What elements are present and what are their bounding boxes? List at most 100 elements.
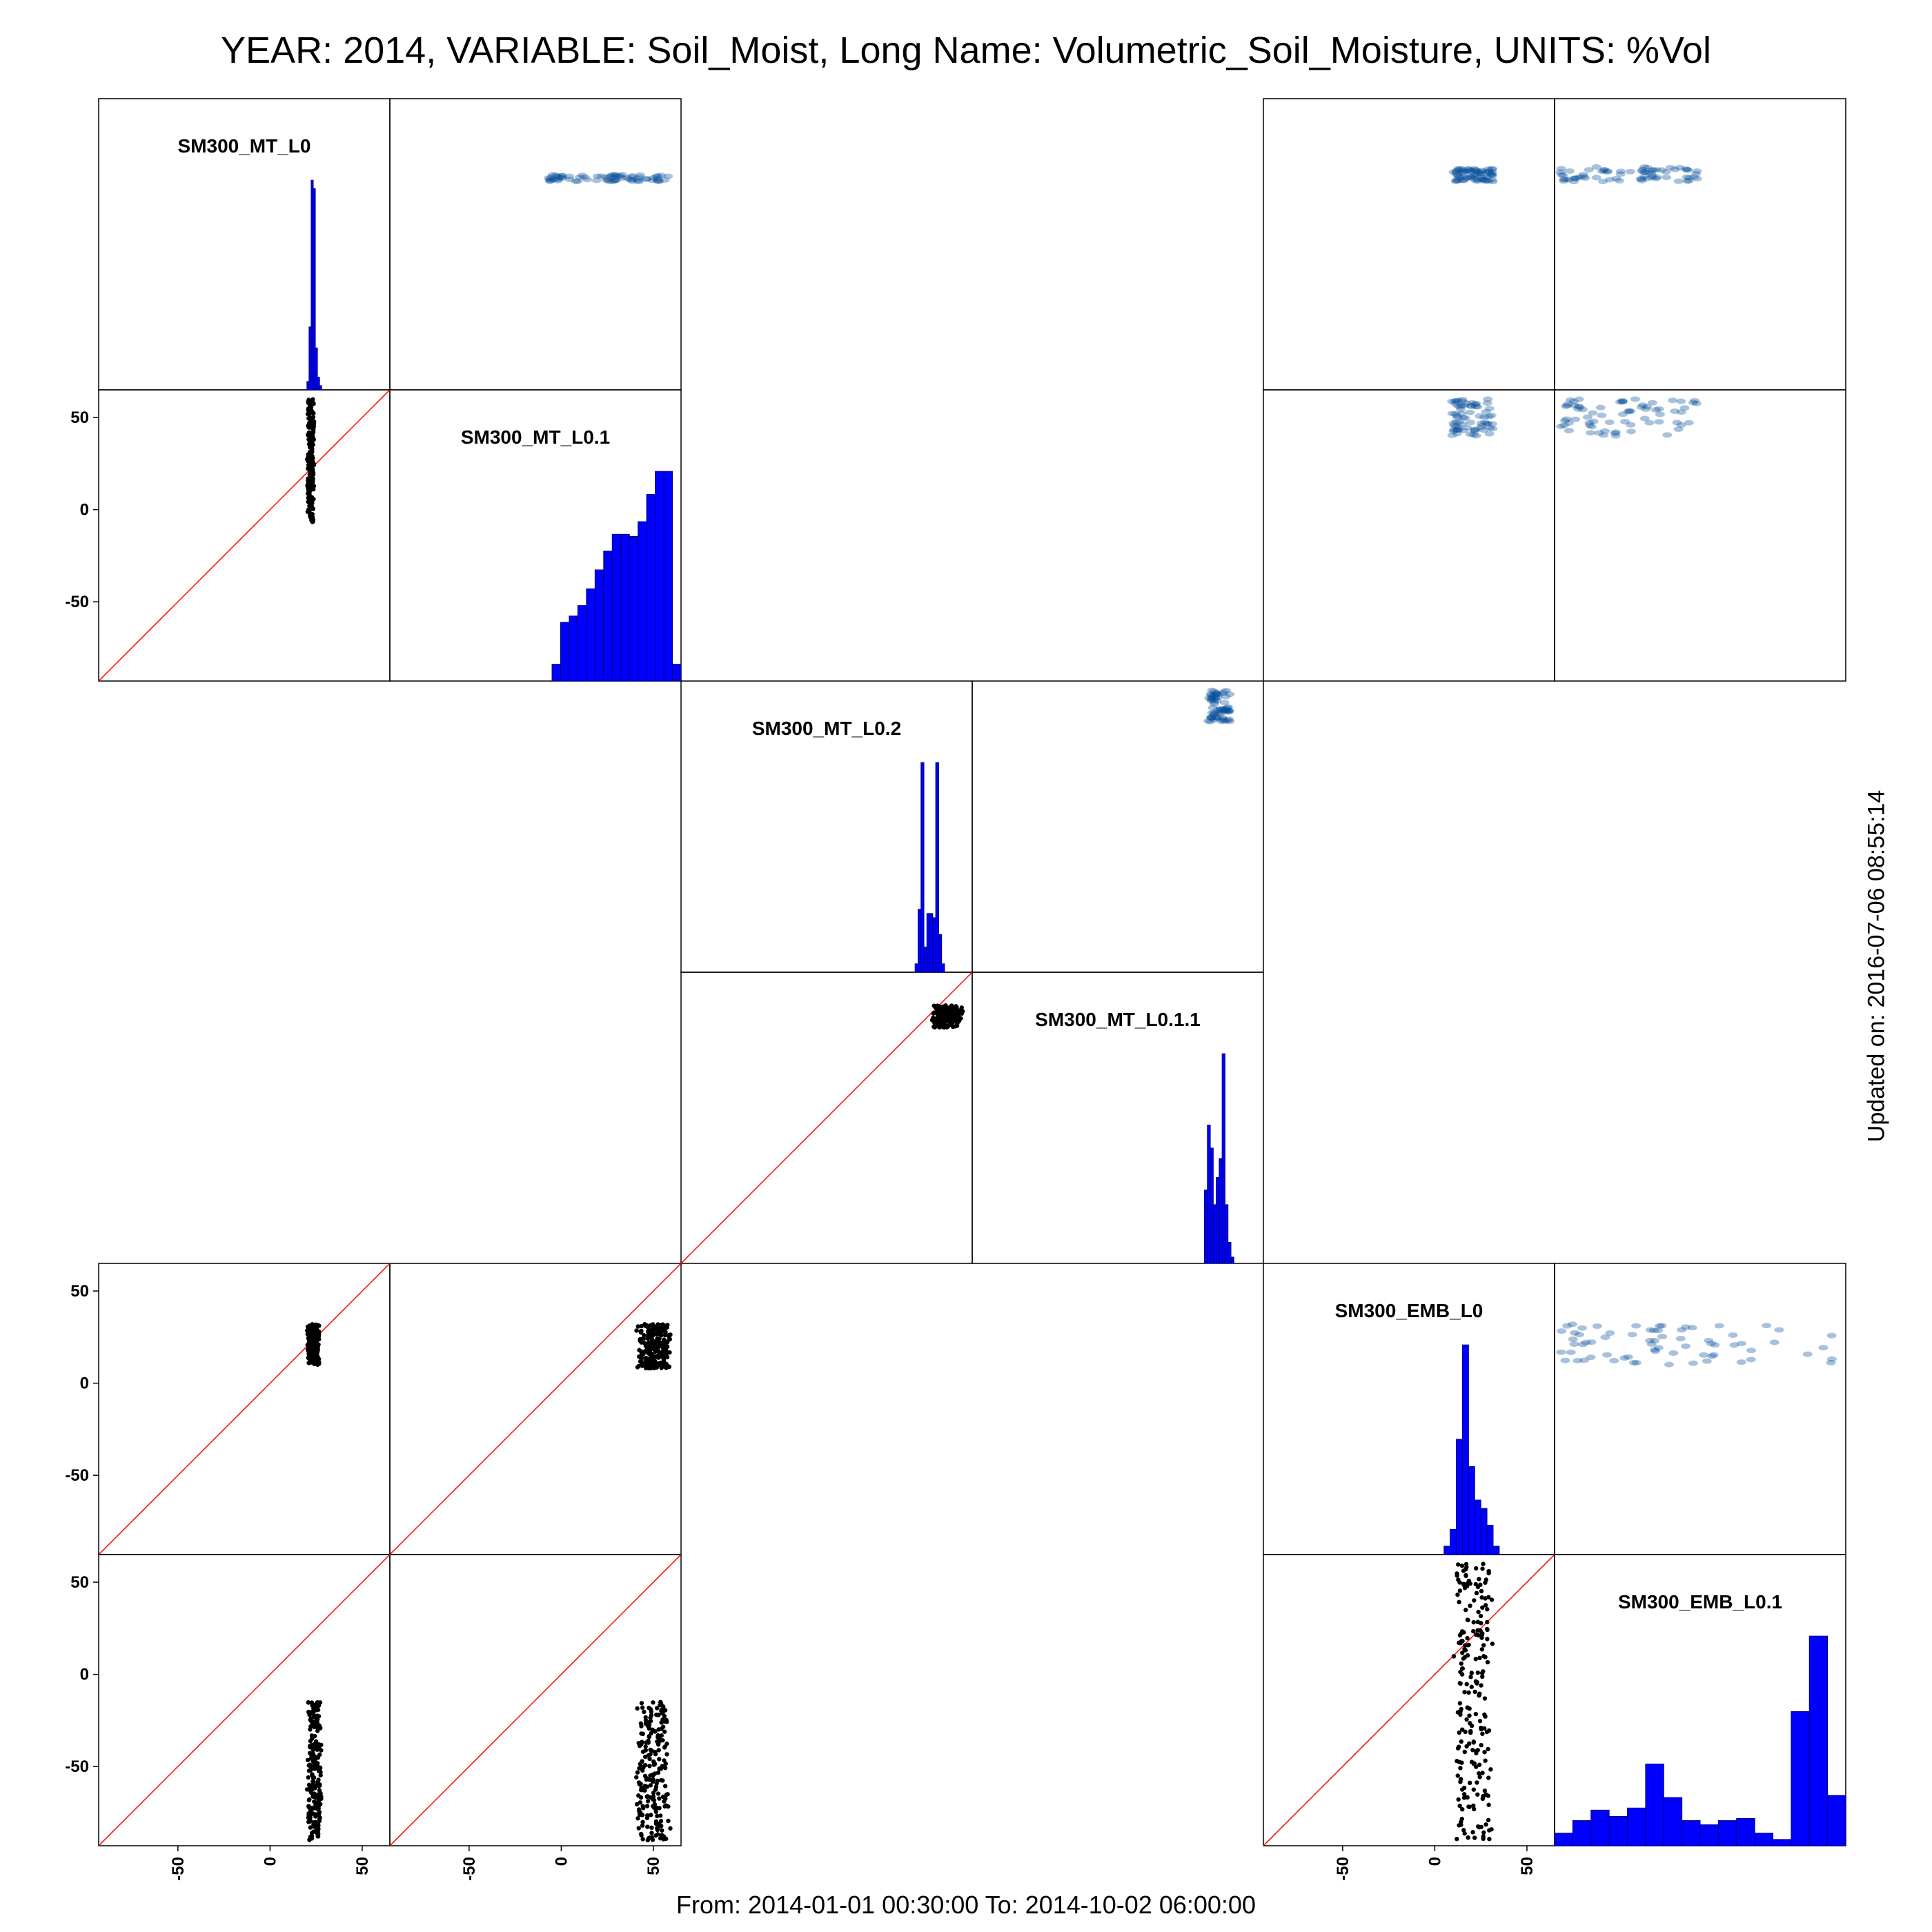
data-point <box>307 455 313 460</box>
density-point <box>1684 175 1695 181</box>
density-point <box>1486 171 1496 177</box>
histogram-bar <box>1474 1499 1481 1555</box>
data-point <box>1459 1564 1465 1568</box>
density-point <box>1746 1357 1756 1363</box>
density-point <box>1209 699 1219 705</box>
density-point <box>1469 426 1479 433</box>
density-point <box>1561 416 1572 422</box>
density-point <box>1217 707 1228 713</box>
data-point <box>1468 1603 1472 1608</box>
data-point <box>640 1705 645 1711</box>
density-point <box>1650 175 1661 181</box>
data-point <box>308 1354 313 1360</box>
density-point <box>1610 429 1621 435</box>
histogram-bar <box>914 963 918 973</box>
data-point <box>1470 1830 1475 1835</box>
data-point <box>931 1003 936 1008</box>
density-point <box>575 174 585 180</box>
data-point <box>315 1707 321 1713</box>
data-point <box>306 1700 311 1705</box>
data-point <box>935 1021 940 1026</box>
density-point <box>1610 433 1621 439</box>
density-point <box>557 175 567 181</box>
density-point <box>1462 424 1472 431</box>
density-point <box>1651 406 1662 413</box>
data-point <box>1460 1727 1465 1732</box>
density-point <box>1453 166 1463 172</box>
density-point <box>1630 396 1641 402</box>
data-point <box>306 1336 311 1341</box>
data-point <box>1474 1590 1479 1596</box>
density-point <box>1485 424 1495 431</box>
density-point <box>1470 426 1481 433</box>
data-point <box>651 1332 656 1337</box>
data-point <box>657 1739 662 1744</box>
histogram-SM300_EMB_L0 <box>1443 1344 1500 1555</box>
data-point <box>649 1825 654 1831</box>
data-point <box>306 466 310 471</box>
data-point <box>1478 1613 1483 1619</box>
histogram-bar <box>1754 1833 1773 1846</box>
data-point <box>1477 1693 1481 1698</box>
data-point <box>635 1816 640 1821</box>
data-point <box>1472 1835 1477 1840</box>
data-point <box>644 1777 649 1782</box>
identity-line <box>1263 1554 1555 1846</box>
density-point <box>1208 704 1218 711</box>
data-point <box>306 1775 310 1780</box>
density-point <box>1702 1358 1712 1364</box>
data-point <box>315 1792 321 1797</box>
density-point <box>1206 698 1216 704</box>
data-point <box>642 1341 647 1346</box>
data-point <box>1465 1635 1470 1641</box>
data-point <box>317 1766 322 1772</box>
density-point <box>653 179 664 185</box>
density-point <box>605 173 615 179</box>
density-point <box>545 178 555 184</box>
panel-frame-1-1 <box>389 389 682 682</box>
data-point <box>1478 1628 1483 1633</box>
data-point <box>642 1709 647 1715</box>
data-point <box>1483 1758 1488 1763</box>
data-point <box>306 431 311 436</box>
identity-line <box>389 1263 682 1555</box>
density-point <box>1220 718 1230 724</box>
density-point <box>1463 168 1473 175</box>
density-point <box>1221 693 1231 700</box>
density-point <box>1482 421 1492 427</box>
density-point <box>1574 1332 1584 1338</box>
data-point <box>313 1343 319 1348</box>
panel-frame-3-3 <box>972 972 1264 1264</box>
density-point <box>1614 177 1624 184</box>
density-point <box>1675 164 1685 170</box>
data-point <box>1484 1626 1490 1632</box>
density-point <box>1466 174 1477 180</box>
histogram-bar <box>1791 1711 1810 1846</box>
density-point <box>1704 1337 1714 1343</box>
data-point <box>308 399 313 404</box>
x-tick-label: -50 <box>1334 1857 1352 1881</box>
histogram-bar <box>1216 1176 1220 1264</box>
data-point <box>1482 1750 1487 1755</box>
density-point <box>1575 404 1585 411</box>
histogram-bar <box>319 385 322 391</box>
density-point <box>624 177 635 183</box>
data-point <box>1458 1641 1463 1646</box>
density-point <box>1471 433 1481 439</box>
y-tick-label: 50 <box>70 1573 89 1592</box>
density-point <box>1557 1328 1567 1334</box>
density-point <box>1459 402 1470 408</box>
data-point <box>1483 1577 1489 1582</box>
density-point <box>653 173 663 179</box>
data-point <box>308 1808 313 1813</box>
data-point <box>307 476 312 482</box>
data-point <box>1473 1657 1478 1662</box>
density-point <box>1216 706 1226 712</box>
histogram-bar <box>1480 1508 1488 1555</box>
data-point <box>945 1025 949 1029</box>
density-point <box>649 175 659 181</box>
data-point <box>635 1324 641 1329</box>
density-point <box>1470 167 1481 173</box>
density-point <box>1470 172 1481 178</box>
data-point <box>315 1728 320 1733</box>
